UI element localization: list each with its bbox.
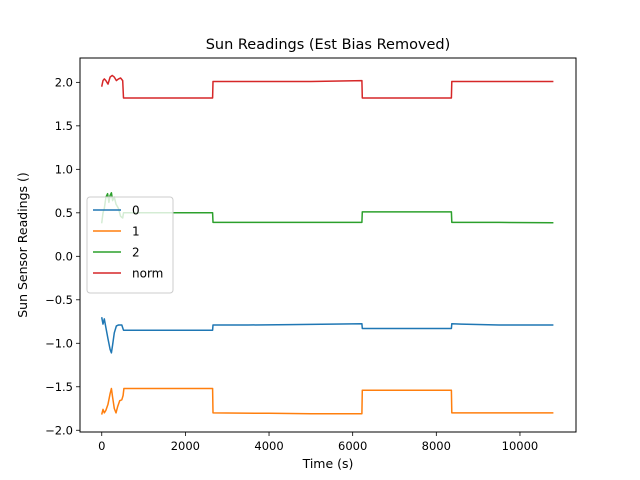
y-tick-label: 1.5 — [55, 119, 73, 133]
y-axis-label: Sun Sensor Readings () — [15, 172, 30, 318]
y-tick-label: −1.0 — [45, 336, 73, 350]
y-tick-label: −2.0 — [45, 423, 73, 437]
axes-frame — [79, 57, 577, 433]
legend-label-0: 0 — [132, 204, 140, 218]
x-axis-label: Time (s) — [302, 456, 354, 471]
y-tick-label: 2.0 — [55, 75, 73, 89]
x-tick-label: 2000 — [171, 439, 200, 453]
legend-label-1: 1 — [132, 225, 140, 239]
x-axis-ticks: 0 2000 4000 6000 8000 10000 — [98, 432, 538, 453]
y-tick-label: 0.0 — [55, 249, 73, 263]
legend-box — [86, 196, 174, 294]
y-tick-label: 0.5 — [55, 206, 73, 220]
y-tick-label: −1.5 — [45, 380, 73, 394]
series-line-0 — [100, 317, 554, 354]
x-tick-label: 6000 — [338, 439, 367, 453]
legend-label-norm: norm — [132, 267, 163, 281]
y-axis-ticks: −2.0 −1.5 −1.0 −0.5 0.0 0.5 1.0 1.5 2.0 — [45, 75, 80, 437]
x-tick-label: 8000 — [422, 439, 451, 453]
series-line-norm — [100, 74, 554, 99]
series-line-1 — [100, 387, 554, 415]
x-tick-label: 4000 — [254, 439, 283, 453]
chart-title: Sun Readings (Est Bias Removed) — [206, 37, 451, 53]
legend: 0 1 2 norm — [86, 196, 174, 294]
x-tick-label: 0 — [98, 439, 105, 453]
y-tick-label: 1.0 — [55, 162, 73, 176]
y-tick-label: −0.5 — [45, 293, 73, 307]
x-tick-label: 10000 — [502, 439, 539, 453]
legend-label-2: 2 — [132, 246, 140, 260]
